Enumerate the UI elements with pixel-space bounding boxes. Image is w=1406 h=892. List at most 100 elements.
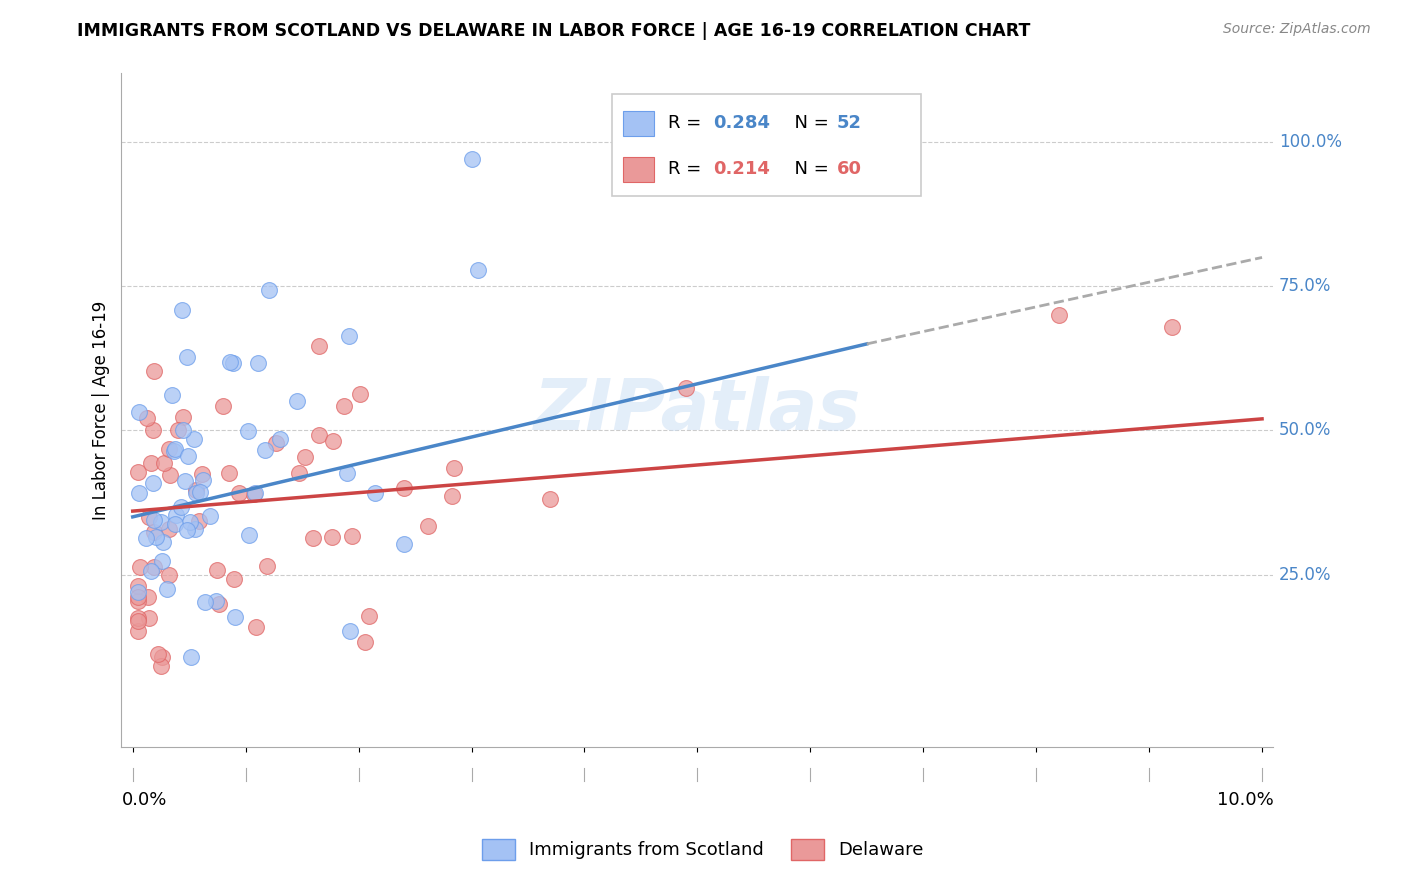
Point xyxy=(146,647,169,661)
Point xyxy=(308,427,330,442)
Text: 0.284: 0.284 xyxy=(713,113,770,132)
Point xyxy=(152,534,174,549)
Point xyxy=(218,355,240,369)
Point xyxy=(176,350,198,364)
Point xyxy=(150,554,173,568)
Point xyxy=(165,508,187,522)
Point xyxy=(142,423,165,437)
Point xyxy=(136,590,159,604)
Point xyxy=(177,450,200,464)
Point xyxy=(288,467,311,481)
Point xyxy=(153,456,176,470)
Text: 50.0%: 50.0% xyxy=(1279,421,1331,440)
Point xyxy=(336,466,359,480)
Point xyxy=(339,624,361,638)
Point xyxy=(460,153,482,167)
Point xyxy=(184,522,207,536)
Point xyxy=(143,513,166,527)
Point xyxy=(183,432,205,446)
Point xyxy=(167,423,190,437)
Point xyxy=(259,283,281,297)
Legend: Immigrants from Scotland, Delaware: Immigrants from Scotland, Delaware xyxy=(475,831,931,867)
Point xyxy=(222,572,245,586)
Point xyxy=(359,608,381,623)
Text: N =: N = xyxy=(783,113,835,132)
Text: 75.0%: 75.0% xyxy=(1279,277,1331,295)
Point xyxy=(294,450,316,464)
Point xyxy=(193,595,215,609)
Point xyxy=(127,465,149,479)
Point xyxy=(354,634,377,648)
Point xyxy=(243,486,266,500)
Point xyxy=(443,461,465,475)
Point xyxy=(150,659,173,673)
Point xyxy=(243,487,266,501)
Point xyxy=(149,515,172,529)
Point xyxy=(160,388,183,402)
Point xyxy=(1047,308,1070,322)
Text: R =: R = xyxy=(668,160,707,178)
Point xyxy=(321,530,343,544)
Point xyxy=(416,518,439,533)
Point xyxy=(1160,319,1182,334)
Point xyxy=(308,339,330,353)
Point xyxy=(342,529,364,543)
Point xyxy=(127,614,149,628)
Text: 0.214: 0.214 xyxy=(713,160,769,178)
Point xyxy=(136,411,159,425)
Point xyxy=(184,486,207,500)
Point xyxy=(228,486,250,500)
Point xyxy=(208,598,231,612)
Point xyxy=(322,434,344,448)
Text: 52: 52 xyxy=(837,113,862,132)
Point xyxy=(156,582,179,596)
Point xyxy=(253,442,276,457)
Point xyxy=(256,559,278,574)
Point xyxy=(142,476,165,491)
Point xyxy=(198,508,221,523)
Point xyxy=(150,649,173,664)
Point xyxy=(224,609,246,624)
Point xyxy=(245,619,267,633)
Text: 60: 60 xyxy=(837,160,862,178)
Point xyxy=(139,564,162,578)
Text: 10.0%: 10.0% xyxy=(1216,791,1274,809)
Point xyxy=(163,516,186,531)
Point xyxy=(363,486,385,500)
Point xyxy=(129,559,152,574)
Point xyxy=(264,436,287,450)
Point xyxy=(142,364,165,378)
Point xyxy=(332,399,354,413)
Point xyxy=(188,484,211,499)
Point xyxy=(349,387,371,401)
Text: R =: R = xyxy=(668,113,707,132)
Text: ZIPatlas: ZIPatlas xyxy=(534,376,860,445)
Point xyxy=(127,585,149,599)
Text: 100.0%: 100.0% xyxy=(1279,133,1343,151)
Point xyxy=(184,483,207,498)
Point xyxy=(285,393,308,408)
Point xyxy=(218,466,240,480)
Point xyxy=(163,443,186,458)
Text: N =: N = xyxy=(783,160,835,178)
Point xyxy=(191,467,214,482)
Point xyxy=(127,624,149,639)
Point xyxy=(221,356,243,370)
Point xyxy=(170,500,193,514)
Point xyxy=(172,423,194,437)
Point xyxy=(163,442,186,457)
Point xyxy=(142,559,165,574)
Point xyxy=(236,425,259,439)
Point xyxy=(440,489,463,503)
Point xyxy=(128,486,150,500)
Text: Source: ZipAtlas.com: Source: ZipAtlas.com xyxy=(1223,22,1371,37)
Point xyxy=(180,649,202,664)
Text: 0.0%: 0.0% xyxy=(121,791,167,809)
Point xyxy=(127,590,149,604)
Text: 25.0%: 25.0% xyxy=(1279,566,1331,583)
Point xyxy=(128,405,150,419)
Point xyxy=(127,594,149,608)
Point xyxy=(301,531,323,545)
Point xyxy=(179,515,201,529)
Point xyxy=(172,410,194,425)
